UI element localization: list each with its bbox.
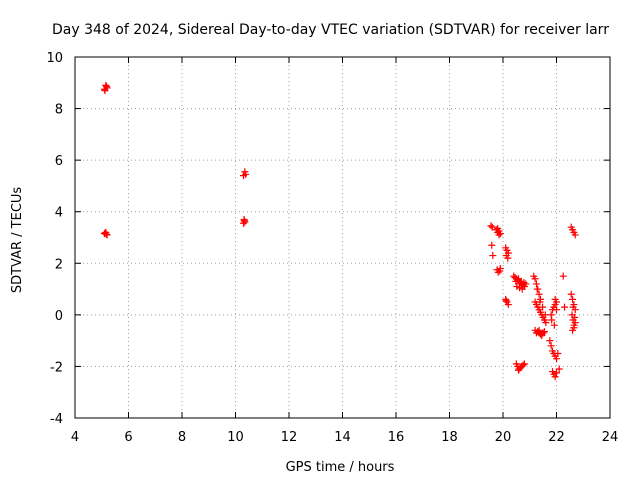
x-tick-label: 10 (227, 430, 244, 445)
x-tick-label: 12 (281, 430, 298, 445)
data-point (487, 222, 495, 230)
data-point (240, 217, 248, 225)
x-tick-label: 8 (178, 430, 186, 445)
y-tick-label: 10 (46, 51, 63, 66)
data-point (547, 342, 555, 350)
data-point (553, 369, 560, 377)
data-point (101, 229, 109, 237)
data-point (536, 298, 544, 306)
data-point (494, 224, 502, 232)
y-tick-label: 4 (55, 206, 63, 221)
data-point (539, 303, 547, 311)
x-tick-label: 16 (388, 430, 405, 445)
data-point (515, 366, 523, 374)
data-point (554, 350, 562, 358)
data-point (569, 303, 577, 311)
data-point (494, 268, 502, 276)
data-point (504, 254, 512, 262)
data-point (559, 272, 567, 280)
data-point (496, 264, 504, 272)
y-tick-label: 0 (55, 309, 63, 324)
data-point (546, 337, 554, 345)
data-point (488, 241, 496, 249)
data-point (569, 295, 577, 303)
data-point (535, 290, 543, 298)
x-tick-label: 6 (124, 430, 132, 445)
data-point (555, 365, 563, 373)
chart-title: Day 348 of 2024, Sidereal Day-to-day VTE… (52, 22, 609, 38)
data-point (531, 275, 539, 283)
data-point (533, 285, 541, 293)
data-point (518, 285, 526, 293)
y-tick-label: 6 (55, 154, 63, 169)
data-point (538, 330, 546, 338)
data-point (551, 373, 559, 381)
data-point (535, 326, 543, 334)
data-point (541, 311, 549, 319)
x-tick-label: 22 (548, 430, 565, 445)
data-point (542, 319, 550, 327)
data-point (532, 280, 540, 288)
data-point (488, 223, 496, 231)
data-point (571, 231, 579, 239)
data-point (101, 87, 109, 95)
y-tick-label: 8 (55, 103, 63, 118)
x-tick-label: 4 (71, 430, 79, 445)
data-point (495, 231, 503, 239)
data-point (571, 313, 579, 321)
data-point (242, 170, 250, 178)
data-point (502, 297, 510, 305)
data-point (504, 301, 512, 309)
data-points (100, 81, 579, 381)
y-axis-label: SDTVAR / TECUs (10, 187, 25, 294)
x-tick-label: 20 (495, 430, 512, 445)
data-point (103, 83, 111, 91)
data-point (567, 290, 575, 298)
data-point (553, 306, 560, 314)
data-point (548, 316, 556, 324)
data-point (553, 355, 560, 363)
data-point (539, 329, 547, 337)
grid-lines (75, 57, 610, 418)
y-tick-label: -2 (50, 360, 63, 375)
data-point (570, 324, 578, 332)
x-tick-label: 14 (334, 430, 351, 445)
data-point (517, 362, 525, 370)
data-point (489, 252, 497, 260)
data-point (102, 230, 110, 238)
data-point (496, 230, 504, 238)
data-point (550, 321, 558, 329)
y-tick-label: 2 (55, 257, 63, 272)
data-point (561, 303, 569, 311)
x-tick-label: 18 (441, 430, 458, 445)
y-tick-label: -4 (50, 412, 63, 427)
x-tick-label: 24 (602, 430, 619, 445)
data-point (520, 279, 528, 287)
data-point (551, 295, 559, 303)
x-axis-label: GPS time / hours (286, 460, 395, 475)
